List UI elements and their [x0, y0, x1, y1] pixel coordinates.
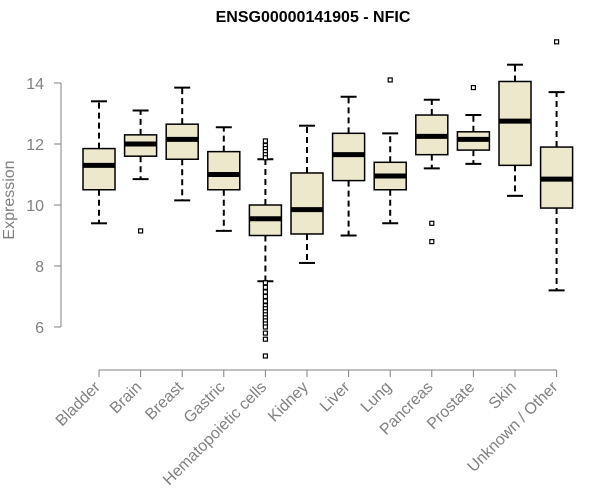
box-group — [82, 100, 116, 225]
outlier-point — [262, 324, 268, 330]
x-category-label: Bladder — [53, 378, 104, 429]
outlier-point — [262, 330, 268, 336]
x-category-label: Liver — [317, 378, 354, 415]
box — [290, 172, 324, 235]
outlier-point — [262, 289, 268, 295]
y-tick-label: 12 — [26, 137, 44, 154]
box-group — [373, 77, 407, 225]
box-group — [123, 109, 158, 234]
box — [82, 147, 116, 191]
boxes-layer — [82, 39, 574, 359]
box-group — [415, 98, 449, 245]
x-category-label: Lung — [358, 379, 395, 416]
y-tick-label: 14 — [26, 76, 44, 93]
y-axis-label: Expression — [1, 160, 18, 239]
box-group — [248, 138, 283, 359]
outlier-point — [262, 284, 268, 290]
box-group — [539, 39, 574, 292]
box-group — [331, 95, 366, 237]
box-group — [290, 124, 324, 264]
outlier-point — [138, 228, 144, 234]
box — [207, 150, 241, 191]
outlier-point — [553, 39, 560, 45]
x-category-label: Kidney — [265, 379, 312, 426]
x-category-label: Brain — [107, 379, 145, 417]
outlier-point — [262, 280, 268, 286]
x-category-label: Skin — [486, 379, 520, 413]
outlier-point — [387, 77, 393, 83]
outlier-point — [262, 155, 268, 161]
outlier-point — [262, 336, 268, 342]
outlier-point — [470, 84, 476, 91]
x-category-label: Breast — [142, 378, 187, 423]
box-group — [207, 126, 241, 232]
y-tick-label: 6 — [35, 320, 44, 337]
box-group — [498, 63, 532, 197]
box-group — [456, 84, 491, 165]
outlier-point — [262, 293, 268, 300]
y-tick-label: 10 — [26, 198, 44, 215]
chart-title: ENSG00000141905 - NFIC — [216, 9, 411, 26]
outlier-point — [262, 138, 268, 144]
outlier-point — [429, 239, 435, 245]
box-group — [165, 86, 199, 202]
y-tick-label: 8 — [35, 259, 44, 276]
outlier-point — [262, 298, 268, 304]
outlier-point — [262, 353, 268, 359]
outlier-point — [429, 220, 435, 226]
